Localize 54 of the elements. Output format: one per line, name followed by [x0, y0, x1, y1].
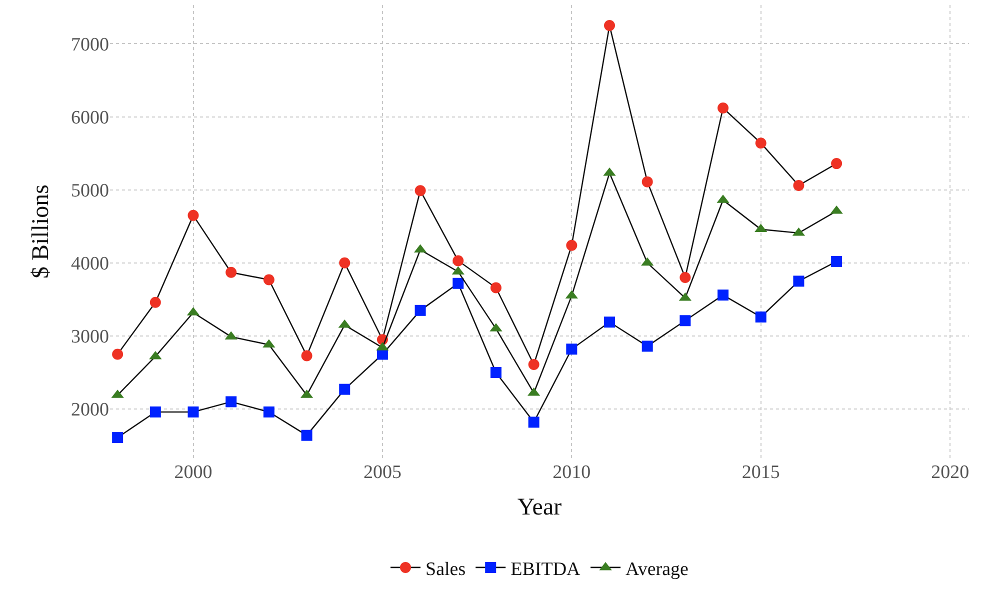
y-tick-label: 3000	[71, 326, 109, 348]
y-tick-label: 7000	[71, 34, 109, 56]
point	[718, 102, 729, 114]
point	[263, 274, 274, 286]
point	[188, 210, 199, 221]
y-tick-label: 4000	[71, 254, 109, 275]
point	[452, 278, 464, 289]
y-tick-label: 2000	[71, 400, 109, 421]
point	[642, 340, 653, 352]
point	[528, 416, 540, 428]
point	[528, 358, 540, 370]
point	[226, 266, 237, 278]
point	[831, 158, 842, 170]
point	[112, 348, 124, 360]
point	[755, 138, 766, 149]
y-tick-label: 5000	[71, 180, 109, 202]
point	[490, 282, 502, 294]
point	[831, 256, 842, 267]
point	[642, 176, 653, 188]
point	[793, 180, 804, 191]
point	[793, 276, 804, 287]
point	[226, 396, 237, 408]
x-tick-label: 2005	[363, 462, 402, 483]
point	[339, 257, 350, 268]
legend-label: Average	[626, 558, 688, 580]
point	[150, 406, 161, 418]
legend-label: EBITDA	[510, 558, 581, 580]
point	[718, 290, 729, 301]
point	[755, 311, 766, 322]
point	[301, 430, 312, 441]
point	[604, 20, 616, 31]
y-tick-label: 6000	[71, 107, 109, 128]
x-tick-label: 2020	[931, 462, 970, 483]
point	[452, 255, 464, 266]
point	[566, 240, 578, 251]
point	[414, 304, 426, 316]
point	[566, 344, 578, 355]
point	[339, 384, 350, 395]
point	[188, 406, 199, 418]
x-axis-title: Year	[517, 494, 562, 520]
point	[490, 367, 502, 378]
point	[263, 406, 274, 418]
point	[112, 432, 124, 444]
x-tick-label: 2015	[742, 462, 780, 483]
y-axis-title: $ Billions	[28, 184, 54, 279]
point	[680, 272, 691, 284]
x-tick-label: 2010	[552, 462, 591, 483]
legend-label: Sales	[426, 558, 466, 580]
point	[604, 316, 616, 328]
point	[680, 315, 691, 326]
x-tick-label: 2000	[174, 462, 212, 483]
point	[414, 185, 426, 196]
point	[301, 350, 312, 362]
point	[150, 296, 161, 308]
